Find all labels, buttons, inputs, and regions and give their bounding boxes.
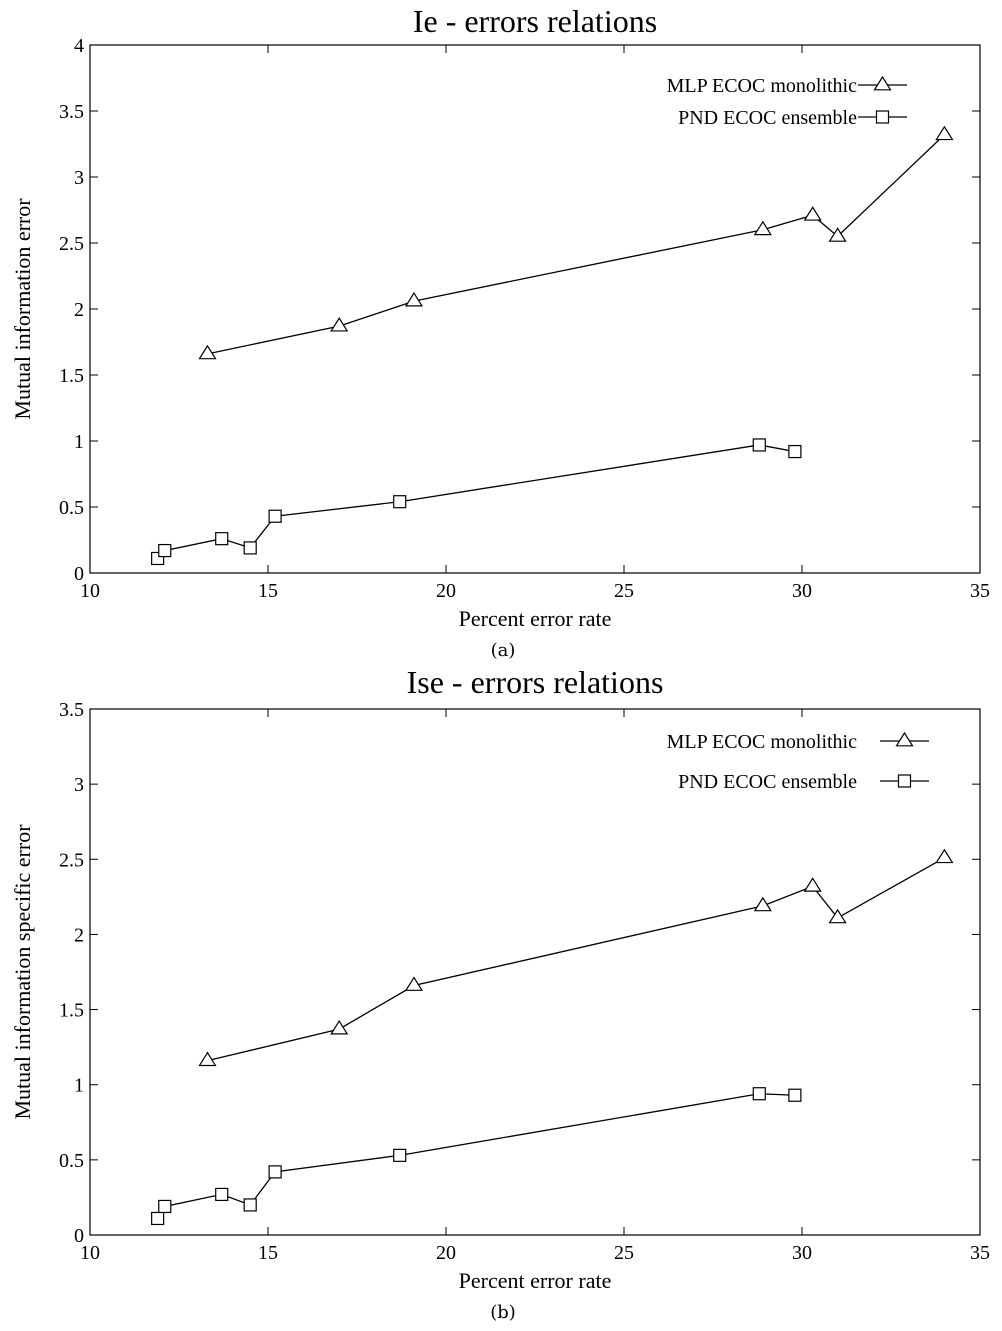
- data-point: [243, 1198, 257, 1212]
- data-point: [753, 896, 772, 912]
- data-point: [243, 541, 257, 555]
- data-point: [393, 1148, 407, 1162]
- x-tick-label: 15: [258, 580, 278, 602]
- data-point: [753, 220, 772, 236]
- legend-label: MLP ECOC monolithic: [667, 75, 858, 97]
- x-tick-label: 35: [970, 580, 990, 602]
- legend-label: PND ECOC ensemble: [678, 107, 857, 129]
- data-point: [151, 1211, 165, 1226]
- data-point: [393, 495, 407, 509]
- data-point: [330, 1019, 349, 1035]
- data-point: [803, 877, 822, 892]
- plot-frame: [89, 708, 981, 1236]
- legend-marker: [873, 75, 892, 91]
- data-point: [935, 125, 954, 141]
- data-point: [215, 532, 229, 546]
- chart-title: Ise - errors relations: [407, 664, 664, 700]
- x-tick-label: 10: [80, 580, 100, 602]
- legend-marker: [875, 110, 890, 124]
- y-tick-label: 1.5: [59, 365, 84, 387]
- data-point: [404, 976, 424, 991]
- y-tick-label: 3: [74, 774, 84, 796]
- y-tick-label: 3.5: [59, 699, 84, 721]
- data-point: [788, 444, 802, 459]
- series-mlp-ecoc-monolithic: [198, 848, 954, 1067]
- x-tick-label: 25: [614, 1242, 634, 1264]
- y-tick-label: 1: [74, 1075, 84, 1097]
- figure-caption: (b): [490, 1302, 516, 1323]
- series-line: [157, 444, 795, 559]
- x-tick-label: 15: [258, 1242, 278, 1264]
- y-tick-label: 3: [74, 167, 84, 189]
- data-point: [198, 344, 217, 360]
- y-tick-label: 1.5: [59, 1000, 84, 1022]
- legend-marker: [897, 774, 912, 788]
- data-point: [828, 227, 847, 242]
- data-point: [158, 543, 172, 558]
- chart-ise-errors: Ise - errors relations 10 15 20 25 30 35 0 0.5 1 1…: [10, 664, 990, 1323]
- data-point: [752, 438, 766, 452]
- x-tick-label: 25: [614, 580, 634, 602]
- legend-marker: [895, 731, 914, 747]
- data-point: [788, 1088, 802, 1102]
- y-axis-label: Mutual information error: [10, 198, 35, 420]
- y-tick-label: 4: [74, 35, 84, 57]
- legend-label: MLP ECOC monolithic: [667, 731, 858, 753]
- y-tick-label: 0.5: [59, 497, 84, 519]
- x-tick-label: 30: [792, 580, 812, 602]
- y-tick-label: 0.5: [59, 1150, 84, 1172]
- legend-label: PND ECOC ensemble: [678, 771, 857, 793]
- data-point: [803, 206, 822, 221]
- data-point: [828, 908, 847, 924]
- series-pnd-ecoc-ensemble: [151, 438, 802, 566]
- y-tick-label: 0: [74, 1225, 84, 1247]
- data-point: [158, 1199, 172, 1214]
- data-point: [215, 1187, 229, 1202]
- y-tick-label: 2: [74, 299, 84, 321]
- data-point: [330, 317, 349, 332]
- x-tick-label: 20: [436, 580, 456, 602]
- series-line: [207, 857, 945, 1062]
- x-tick-label: 35: [970, 1242, 990, 1264]
- x-tick-label: 20: [436, 1242, 456, 1264]
- y-tick-label: 0: [74, 563, 84, 585]
- data-point: [198, 1051, 217, 1067]
- data-point: [404, 291, 424, 307]
- y-tick-label: 2.5: [59, 849, 84, 871]
- y-tick-label: 1: [74, 431, 84, 453]
- chart-ie-errors: Ie - errors relations 10 15 20 25 30 35 0 0.5 1 1.…: [10, 3, 990, 661]
- data-point: [268, 1165, 282, 1179]
- series-line: [207, 134, 945, 355]
- y-tick-label: 3.5: [59, 101, 84, 123]
- x-axis-label: Percent error rate: [459, 1268, 612, 1293]
- x-tick-label: 10: [80, 1242, 100, 1264]
- data-point: [752, 1087, 766, 1101]
- chart-title: Ie - errors relations: [413, 3, 657, 39]
- figure-caption: (a): [491, 640, 516, 661]
- data-point: [935, 848, 954, 864]
- y-tick-label: 2.5: [59, 233, 84, 255]
- y-tick-label: 2: [74, 924, 84, 946]
- series-pnd-ecoc-ensemble: [151, 1087, 802, 1226]
- series-line: [157, 1093, 795, 1219]
- y-axis-label: Mutual information specific error: [10, 824, 35, 1120]
- x-tick-label: 30: [792, 1242, 812, 1264]
- x-axis-label: Percent error rate: [459, 606, 612, 631]
- data-point: [268, 509, 282, 523]
- series-mlp-ecoc-monolithic: [198, 125, 954, 360]
